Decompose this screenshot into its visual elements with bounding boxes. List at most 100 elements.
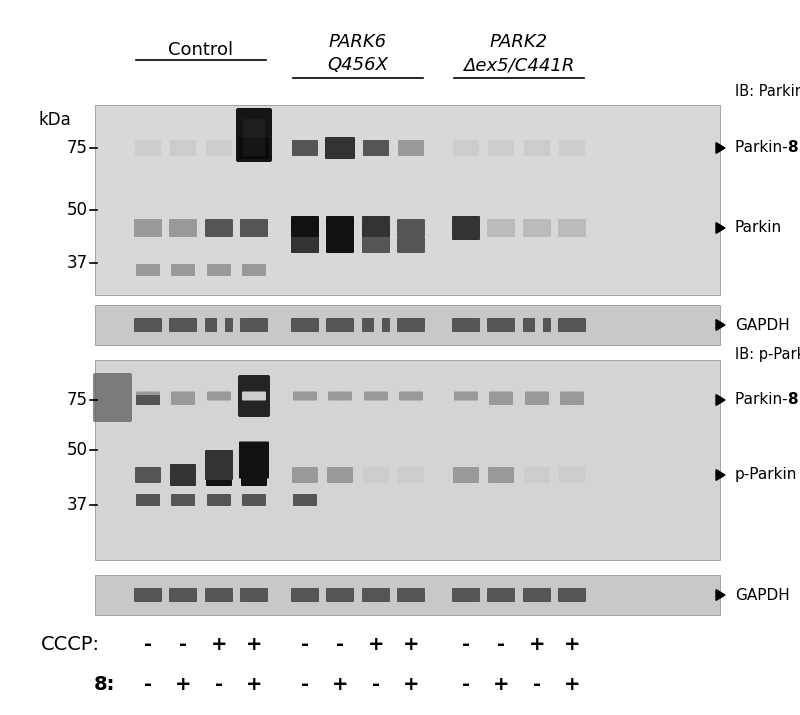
FancyBboxPatch shape: [362, 588, 390, 602]
Bar: [95, 305, 720, 345]
FancyBboxPatch shape: [487, 219, 515, 237]
FancyBboxPatch shape: [397, 588, 425, 602]
FancyBboxPatch shape: [136, 395, 160, 405]
FancyBboxPatch shape: [207, 392, 231, 400]
FancyBboxPatch shape: [240, 219, 268, 237]
Polygon shape: [716, 395, 725, 405]
FancyBboxPatch shape: [453, 467, 479, 483]
FancyBboxPatch shape: [559, 140, 585, 156]
FancyBboxPatch shape: [206, 464, 232, 486]
Text: Δex5/C441R: Δex5/C441R: [463, 56, 574, 74]
FancyBboxPatch shape: [135, 140, 161, 156]
FancyBboxPatch shape: [242, 264, 266, 276]
Text: IB: Parkin: IB: Parkin: [735, 84, 800, 99]
Text: 8: 8: [787, 393, 798, 408]
Text: +: +: [246, 636, 262, 654]
FancyBboxPatch shape: [523, 219, 551, 237]
Text: 37: 37: [67, 496, 88, 514]
FancyBboxPatch shape: [363, 467, 389, 483]
FancyBboxPatch shape: [206, 140, 232, 156]
FancyBboxPatch shape: [327, 467, 353, 483]
FancyBboxPatch shape: [134, 588, 162, 602]
FancyBboxPatch shape: [362, 216, 390, 240]
Bar: [217, 317, 225, 333]
Text: Control: Control: [169, 41, 234, 59]
FancyBboxPatch shape: [397, 318, 425, 332]
FancyBboxPatch shape: [239, 441, 269, 478]
FancyBboxPatch shape: [560, 395, 584, 405]
FancyBboxPatch shape: [242, 392, 266, 400]
Text: 8:: 8:: [94, 676, 115, 694]
FancyBboxPatch shape: [171, 392, 195, 400]
FancyBboxPatch shape: [398, 140, 424, 156]
FancyBboxPatch shape: [292, 140, 318, 156]
FancyBboxPatch shape: [559, 467, 585, 483]
FancyBboxPatch shape: [238, 375, 270, 417]
FancyBboxPatch shape: [489, 392, 513, 400]
Text: -: -: [144, 676, 152, 694]
FancyBboxPatch shape: [488, 140, 514, 156]
Text: -: -: [533, 676, 541, 694]
Text: -: -: [301, 676, 309, 694]
FancyBboxPatch shape: [291, 216, 319, 240]
Text: GAPDH: GAPDH: [735, 588, 790, 603]
FancyBboxPatch shape: [171, 395, 195, 405]
FancyBboxPatch shape: [170, 140, 196, 156]
FancyBboxPatch shape: [525, 395, 549, 405]
FancyBboxPatch shape: [326, 318, 354, 332]
Polygon shape: [716, 470, 725, 480]
FancyBboxPatch shape: [171, 494, 195, 506]
FancyBboxPatch shape: [398, 467, 424, 483]
FancyBboxPatch shape: [558, 588, 586, 602]
Text: PARK6: PARK6: [329, 33, 387, 51]
FancyBboxPatch shape: [207, 494, 231, 506]
FancyBboxPatch shape: [326, 237, 354, 253]
Polygon shape: [716, 320, 725, 330]
FancyBboxPatch shape: [399, 392, 423, 400]
Text: PARK2: PARK2: [490, 33, 548, 51]
Text: Parkin: Parkin: [735, 220, 782, 235]
FancyBboxPatch shape: [452, 318, 480, 332]
FancyBboxPatch shape: [328, 392, 352, 400]
FancyBboxPatch shape: [239, 137, 269, 159]
Text: +: +: [402, 676, 419, 694]
FancyBboxPatch shape: [487, 588, 515, 602]
Text: +: +: [493, 676, 510, 694]
Text: -: -: [462, 636, 470, 654]
Text: GAPDH: GAPDH: [735, 317, 790, 332]
Text: 50: 50: [67, 201, 88, 219]
Text: 50: 50: [67, 441, 88, 459]
FancyBboxPatch shape: [240, 318, 268, 332]
Bar: [535, 317, 543, 333]
FancyBboxPatch shape: [205, 450, 233, 480]
FancyBboxPatch shape: [93, 373, 132, 422]
Text: kDa: kDa: [38, 111, 71, 129]
Text: -: -: [301, 636, 309, 654]
Text: Q456X: Q456X: [327, 56, 389, 74]
FancyBboxPatch shape: [453, 140, 479, 156]
FancyBboxPatch shape: [205, 219, 233, 237]
Bar: [95, 105, 720, 295]
Bar: [95, 360, 720, 560]
FancyBboxPatch shape: [134, 318, 162, 332]
FancyBboxPatch shape: [135, 467, 161, 483]
Text: -: -: [179, 636, 187, 654]
FancyBboxPatch shape: [487, 318, 515, 332]
FancyBboxPatch shape: [169, 219, 197, 237]
FancyBboxPatch shape: [134, 219, 162, 237]
Text: 8: 8: [787, 141, 798, 155]
Text: Parkin-⁠: Parkin-⁠: [735, 141, 788, 155]
Text: IB: p-Parkin: IB: p-Parkin: [735, 347, 800, 363]
Text: +: +: [246, 676, 262, 694]
FancyBboxPatch shape: [243, 119, 265, 156]
Text: -: -: [462, 676, 470, 694]
FancyBboxPatch shape: [397, 237, 425, 253]
Text: -: -: [497, 636, 505, 654]
FancyBboxPatch shape: [236, 108, 272, 162]
FancyBboxPatch shape: [525, 392, 549, 400]
FancyBboxPatch shape: [207, 264, 231, 276]
FancyBboxPatch shape: [560, 392, 584, 400]
FancyBboxPatch shape: [364, 392, 388, 400]
Text: Parkin-⁠: Parkin-⁠: [735, 393, 788, 408]
FancyBboxPatch shape: [136, 392, 160, 400]
